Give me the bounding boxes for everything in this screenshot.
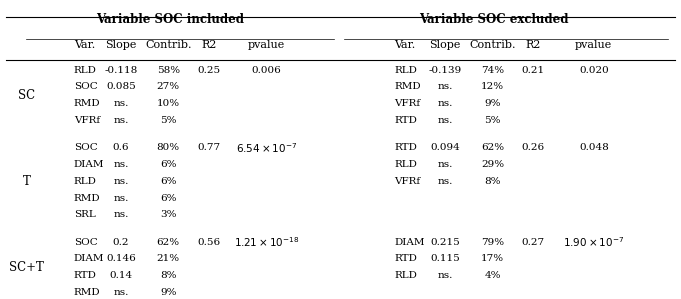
- Text: RTD: RTD: [394, 116, 417, 125]
- Text: 0.26: 0.26: [522, 143, 545, 152]
- Text: 62%: 62%: [481, 143, 504, 152]
- Text: 29%: 29%: [481, 160, 504, 169]
- Text: Contrib.: Contrib.: [145, 40, 191, 50]
- Text: 12%: 12%: [481, 83, 504, 91]
- Text: 5%: 5%: [484, 116, 501, 125]
- Text: ns.: ns.: [113, 177, 129, 186]
- Text: 9%: 9%: [484, 99, 501, 108]
- Text: -0.118: -0.118: [104, 65, 138, 75]
- Text: Slope: Slope: [430, 40, 461, 50]
- Text: 80%: 80%: [157, 143, 180, 152]
- Text: SOC: SOC: [74, 143, 97, 152]
- Text: DIAM: DIAM: [74, 254, 104, 263]
- Text: 0.6: 0.6: [113, 143, 129, 152]
- Text: 79%: 79%: [481, 238, 504, 247]
- Text: 0.146: 0.146: [106, 254, 136, 263]
- Text: 0.085: 0.085: [106, 83, 136, 91]
- Text: -0.139: -0.139: [428, 65, 462, 75]
- Text: ns.: ns.: [113, 99, 129, 108]
- Text: SC: SC: [18, 89, 35, 102]
- Text: RLD: RLD: [74, 65, 97, 75]
- Text: RTD: RTD: [74, 271, 97, 280]
- Text: SOC: SOC: [74, 238, 97, 247]
- Text: pvalue: pvalue: [248, 40, 285, 50]
- Text: ns.: ns.: [113, 116, 129, 125]
- Text: 0.2: 0.2: [113, 238, 129, 247]
- Text: 0.020: 0.020: [579, 65, 609, 75]
- Text: $6.54 \times 10^{-7}$: $6.54 \times 10^{-7}$: [236, 141, 297, 155]
- Text: RMD: RMD: [74, 288, 100, 297]
- Text: 5%: 5%: [160, 116, 176, 125]
- Text: RTD: RTD: [394, 143, 417, 152]
- Text: 0.56: 0.56: [197, 238, 221, 247]
- Text: RLD: RLD: [394, 271, 417, 280]
- Text: 6%: 6%: [160, 193, 176, 202]
- Text: ns.: ns.: [113, 210, 129, 219]
- Text: 3%: 3%: [160, 210, 176, 219]
- Text: 0.14: 0.14: [110, 271, 133, 280]
- Text: RLD: RLD: [394, 160, 417, 169]
- Text: 0.215: 0.215: [430, 238, 460, 247]
- Text: R2: R2: [525, 40, 541, 50]
- Text: RLD: RLD: [394, 65, 417, 75]
- Text: SRL: SRL: [74, 210, 95, 219]
- Text: Var.: Var.: [74, 40, 95, 50]
- Text: ns.: ns.: [437, 116, 453, 125]
- Text: SC+T: SC+T: [9, 261, 44, 274]
- Text: $1.90 \times 10^{-7}$: $1.90 \times 10^{-7}$: [563, 235, 624, 249]
- Text: T: T: [22, 175, 31, 188]
- Text: ns.: ns.: [437, 83, 453, 91]
- Text: DIAM: DIAM: [74, 160, 104, 169]
- Text: VFRf: VFRf: [394, 99, 421, 108]
- Text: RTD: RTD: [394, 254, 417, 263]
- Text: pvalue: pvalue: [575, 40, 612, 50]
- Text: Slope: Slope: [106, 40, 137, 50]
- Text: SOC: SOC: [74, 83, 97, 91]
- Text: RMD: RMD: [74, 99, 100, 108]
- Text: ns.: ns.: [437, 177, 453, 186]
- Text: 21%: 21%: [157, 254, 180, 263]
- Text: VFRf: VFRf: [394, 177, 421, 186]
- Text: 0.21: 0.21: [522, 65, 545, 75]
- Text: RLD: RLD: [74, 177, 97, 186]
- Text: 27%: 27%: [157, 83, 180, 91]
- Text: ns.: ns.: [113, 193, 129, 202]
- Text: 0.006: 0.006: [251, 65, 281, 75]
- Text: 6%: 6%: [160, 160, 176, 169]
- Text: Var.: Var.: [394, 40, 416, 50]
- Text: 62%: 62%: [157, 238, 180, 247]
- Text: 6%: 6%: [160, 177, 176, 186]
- Text: 58%: 58%: [157, 65, 180, 75]
- Text: $1.21 \times 10^{-18}$: $1.21 \times 10^{-18}$: [234, 235, 299, 249]
- Text: ns.: ns.: [437, 160, 453, 169]
- Text: 74%: 74%: [481, 65, 504, 75]
- Text: ns.: ns.: [437, 271, 453, 280]
- Text: ns.: ns.: [113, 160, 129, 169]
- Text: 0.27: 0.27: [522, 238, 545, 247]
- Text: DIAM: DIAM: [394, 238, 425, 247]
- Text: Contrib.: Contrib.: [469, 40, 516, 50]
- Text: RMD: RMD: [74, 193, 100, 202]
- Text: ns.: ns.: [113, 288, 129, 297]
- Text: 0.094: 0.094: [430, 143, 460, 152]
- Text: 0.25: 0.25: [197, 65, 221, 75]
- Text: 8%: 8%: [484, 177, 501, 186]
- Text: RMD: RMD: [394, 83, 421, 91]
- Text: 4%: 4%: [484, 271, 501, 280]
- Text: 10%: 10%: [157, 99, 180, 108]
- Text: 8%: 8%: [160, 271, 176, 280]
- Text: 0.115: 0.115: [430, 254, 460, 263]
- Text: 0.048: 0.048: [579, 143, 609, 152]
- Text: 9%: 9%: [160, 288, 176, 297]
- Text: R2: R2: [201, 40, 217, 50]
- Text: ns.: ns.: [437, 99, 453, 108]
- Text: Variable SOC excluded: Variable SOC excluded: [419, 13, 569, 26]
- Text: Variable SOC included: Variable SOC included: [96, 13, 244, 26]
- Text: VFRf: VFRf: [74, 116, 100, 125]
- Text: 0.77: 0.77: [197, 143, 221, 152]
- Text: 17%: 17%: [481, 254, 504, 263]
